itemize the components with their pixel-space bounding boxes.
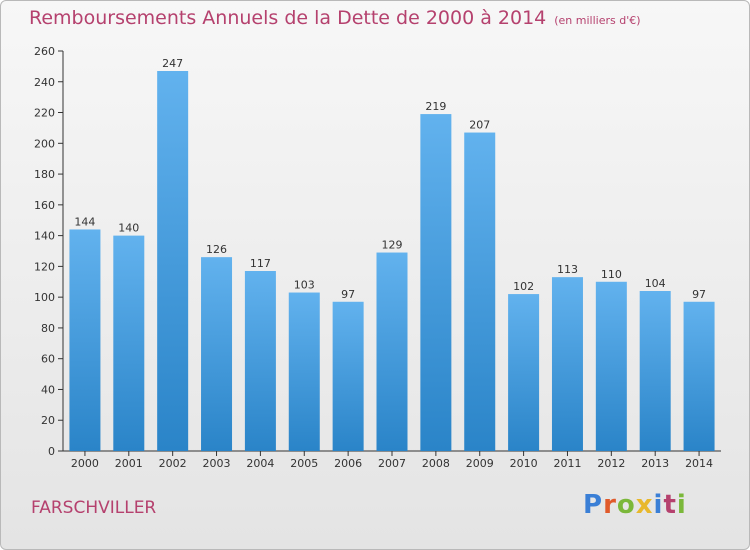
- bar-2005: [288, 292, 320, 451]
- x-tick-label-2004: 2004: [246, 457, 274, 470]
- data-label-2008: 219: [425, 100, 446, 113]
- chart-subtitle: (en milliers d'€): [554, 14, 641, 27]
- data-label-2004: 117: [250, 257, 271, 270]
- x-tick-label-2008: 2008: [422, 457, 450, 470]
- bar-2010: [508, 294, 540, 451]
- data-label-2011: 113: [557, 263, 578, 276]
- bar-2007: [376, 252, 408, 451]
- bar-2004: [244, 271, 276, 451]
- data-label-2013: 104: [645, 277, 666, 290]
- bar-2003: [201, 257, 233, 451]
- x-tick-label-2001: 2001: [115, 457, 143, 470]
- bar-2006: [332, 301, 364, 451]
- y-tick-label: 100: [34, 291, 55, 304]
- y-tick-label: 20: [41, 414, 55, 427]
- y-tick-label: 220: [34, 107, 55, 120]
- bar-2011: [551, 277, 583, 451]
- y-tick-label: 40: [41, 383, 55, 396]
- x-tick-label-2013: 2013: [641, 457, 669, 470]
- bar-2012: [595, 281, 627, 451]
- logo-letter: x: [635, 490, 654, 520]
- y-tick-label: 240: [34, 76, 55, 89]
- bar-2013: [639, 291, 671, 451]
- logo-letter: i: [653, 490, 664, 520]
- data-label-2010: 102: [513, 280, 534, 293]
- y-tick-label: 260: [34, 45, 55, 58]
- bar-2014: [683, 301, 715, 451]
- logo-letter: o: [616, 490, 636, 520]
- data-label-2014: 97: [692, 288, 706, 301]
- y-tick-label: 160: [34, 199, 55, 212]
- chart-title: Remboursements Annuels de la Dette de 20…: [29, 7, 641, 29]
- bar-2001: [113, 235, 145, 451]
- y-tick-label: 180: [34, 168, 55, 181]
- data-label-2006: 97: [341, 288, 355, 301]
- y-tick-label: 200: [34, 137, 55, 150]
- bar-2009: [464, 132, 496, 452]
- bar-2002: [157, 71, 189, 451]
- x-tick-label-2005: 2005: [290, 457, 318, 470]
- logo-letter: i: [676, 490, 687, 520]
- x-tick-label-2000: 2000: [71, 457, 99, 470]
- data-label-2009: 207: [469, 119, 490, 132]
- data-label-2002: 247: [162, 57, 183, 70]
- x-tick-label-2003: 2003: [203, 457, 231, 470]
- x-tick-label-2007: 2007: [378, 457, 406, 470]
- x-tick-label-2010: 2010: [510, 457, 538, 470]
- x-tick-label-2002: 2002: [159, 457, 187, 470]
- logo-letter: P: [583, 490, 604, 520]
- data-label-2007: 129: [382, 239, 403, 252]
- y-tick-label: 60: [41, 353, 55, 366]
- bar-2000: [69, 229, 101, 451]
- proxiti-logo[interactable]: Proxiti: [583, 490, 687, 520]
- x-tick-label-2006: 2006: [334, 457, 362, 470]
- data-label-2005: 103: [294, 279, 315, 292]
- data-label-2000: 144: [74, 215, 95, 228]
- data-label-2001: 140: [118, 222, 139, 235]
- x-tick-label-2011: 2011: [553, 457, 581, 470]
- x-tick-label-2009: 2009: [466, 457, 494, 470]
- logo-letter: r: [603, 490, 617, 520]
- data-label-2012: 110: [601, 268, 622, 281]
- y-tick-label: 140: [34, 230, 55, 243]
- x-tick-label-2014: 2014: [685, 457, 713, 470]
- y-tick-label: 120: [34, 260, 55, 273]
- bar-chart: 0 20 40 60 80 100 120 140 160 180 200 220 240 260 2000…: [34, 45, 721, 470]
- town-name: FARSCHVILLER: [31, 498, 157, 518]
- chart-title-text: Remboursements Annuels de la Dette de 20…: [29, 7, 547, 29]
- bar-2008: [420, 114, 452, 452]
- logo-letter: t: [663, 490, 677, 520]
- y-tick-label: 80: [41, 322, 55, 335]
- data-label-2003: 126: [206, 243, 227, 256]
- y-tick-label: 0: [48, 445, 55, 458]
- x-tick-label-2012: 2012: [597, 457, 625, 470]
